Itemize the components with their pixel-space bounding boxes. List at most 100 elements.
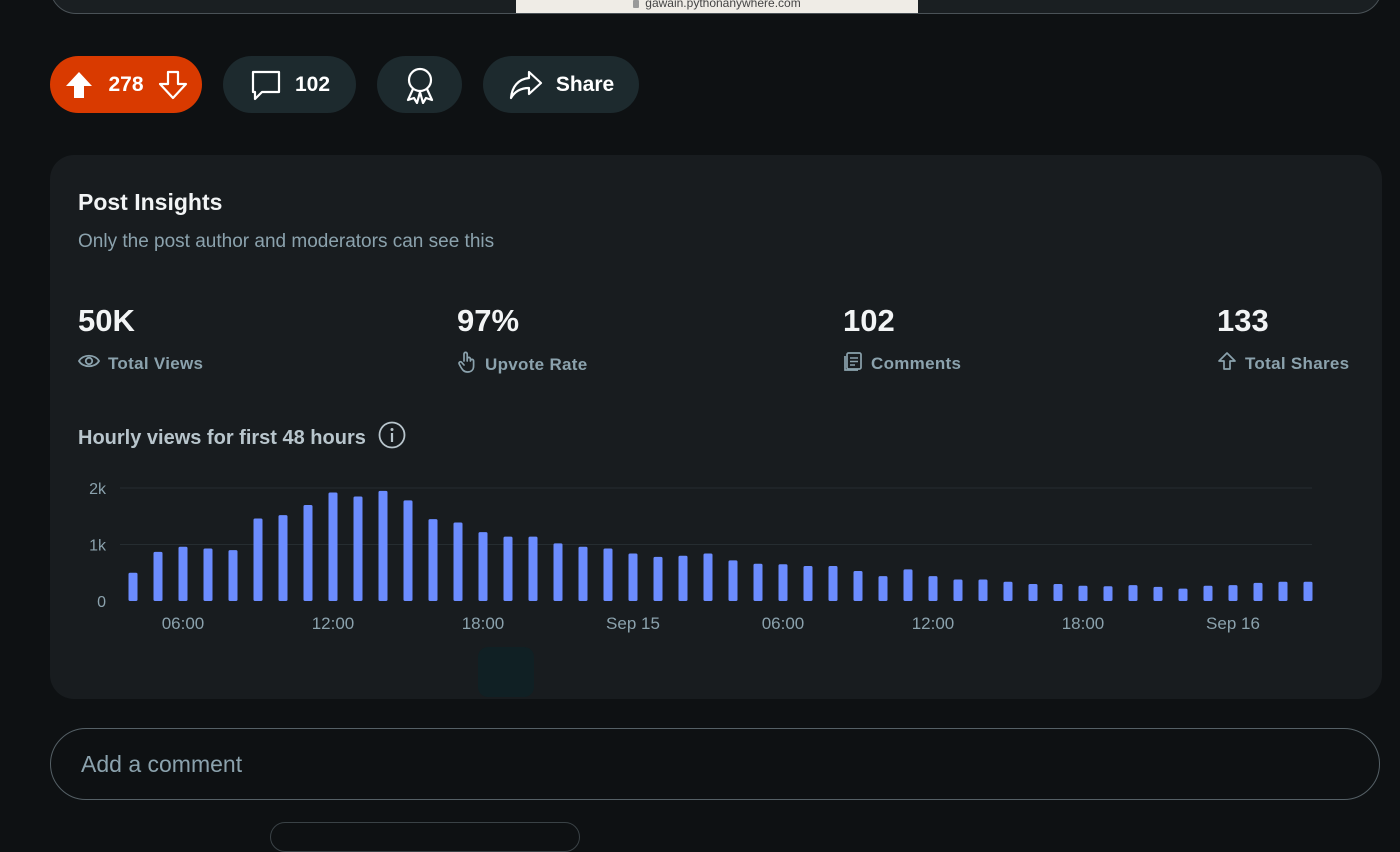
stat-value: 97% [457,303,520,338]
x-tick-label: 12:00 [312,614,355,633]
url-text: gawain.pythonanywhere.com [645,0,801,10]
media-frame: gawain.pythonanywhere.com [50,0,1382,14]
chart-bar[interactable] [353,496,363,601]
vote-pill: 278 [50,56,202,113]
eye-icon [77,351,108,376]
chart-bar[interactable] [678,555,688,601]
chart-bar[interactable] [128,572,138,601]
upvote-icon[interactable] [64,70,94,100]
y-tick-label: 1k [89,538,107,555]
stat-value: 102 [843,303,895,338]
stat-upvote-rate: 97% Upvote Rate [457,303,588,378]
chart-bar[interactable] [478,532,488,601]
chart-bar[interactable] [928,576,938,601]
sort-dropdown[interactable] [270,822,580,852]
stat-label: Comments [871,353,962,373]
comment-composer [50,728,1380,800]
chart-bar[interactable] [378,490,388,601]
chart-bar[interactable] [603,548,613,601]
chart-bar[interactable] [453,522,463,601]
chart-bar[interactable] [1153,586,1163,601]
x-tick-label: 06:00 [162,614,205,633]
chart-title: Hourly views for first 48 hours [78,426,366,449]
chart-bar[interactable] [903,569,913,601]
chart-bar[interactable] [503,536,513,601]
chart-bar[interactable] [1278,581,1288,601]
chart-bar[interactable] [828,565,838,601]
chart-bar[interactable] [1228,585,1238,601]
chart-bar[interactable] [653,556,663,601]
chart-bar[interactable] [1128,585,1138,601]
chart-bar[interactable] [328,492,338,601]
insights-subtitle: Only the post author and moderators can … [78,231,495,252]
chart-bar[interactable] [1253,582,1263,601]
y-tick-label: 0 [97,594,106,611]
x-tick-label: 06:00 [762,614,805,633]
chart-bar[interactable] [1003,581,1013,601]
award-icon [402,66,438,104]
comments-button[interactable]: 102 [223,56,356,113]
share-arrow-icon [508,69,544,101]
chart-bar[interactable] [1053,584,1063,601]
chart-bar[interactable] [728,560,738,601]
hourly-views-chart: 0 1k 2k 06:00 12:00 18:00 Sep 15 06:00 12:00 18:0… [89,481,1313,633]
insights-title: Post Insights [78,189,223,215]
comments-count: 102 [294,72,331,96]
document-icon [843,351,871,376]
chart-bar[interactable] [228,550,238,601]
y-tick-label: 2k [89,481,107,498]
chart-title-row: Hourly views for first 48 hours [78,421,406,455]
stat-value: 133 [1217,303,1269,338]
chart-bar[interactable] [278,515,288,601]
x-tick-label: Sep 16 [1206,614,1260,633]
chart-bar[interactable] [178,546,188,601]
lock-icon [633,0,640,8]
chart-bar[interactable] [1028,584,1038,601]
chart-bar[interactable] [578,546,588,601]
share-arrow-icon [1217,351,1245,376]
comment-input[interactable] [79,729,1343,800]
chart-bar[interactable] [703,553,713,601]
chart-bar[interactable] [428,519,438,601]
info-icon[interactable] [378,421,406,455]
chart-bar[interactable] [528,536,538,601]
chart-bar[interactable] [1078,585,1088,601]
chart-bar[interactable] [778,564,788,601]
x-tick-label: 18:00 [1062,614,1105,633]
stat-total-views: 50K Total Views [77,303,204,376]
post-insights-panel: Post Insights Only the post author and m… [50,155,1382,699]
stat-label: Upvote Rate [485,354,588,374]
share-label: Share [555,72,615,96]
stat-comments: 102 Comments [843,303,961,376]
x-tick-label: 12:00 [912,614,955,633]
stat-value: 50K [78,303,135,338]
chart-bar[interactable] [303,504,313,601]
chart-bar[interactable] [878,576,888,601]
scroll-handle[interactable] [478,647,534,697]
chart-bar[interactable] [1203,585,1213,601]
award-button[interactable] [377,56,462,113]
share-button[interactable]: Share [483,56,639,113]
chart-bar[interactable] [1303,581,1313,601]
chart-bar[interactable] [953,579,963,601]
comment-bubble-icon [249,68,283,102]
chart-bar[interactable] [753,563,763,601]
chart-bar[interactable] [403,500,413,601]
chart-bar[interactable] [978,579,988,601]
chart-bar[interactable] [1103,586,1113,601]
chart-bar[interactable] [628,553,638,601]
chart-bar[interactable] [1178,588,1188,601]
chart-bar[interactable] [203,548,213,601]
downvote-icon[interactable] [158,70,188,100]
stat-total-shares: 133 Total Shares [1217,303,1349,376]
chart-bar[interactable] [853,571,863,601]
vote-score: 278 [108,72,144,96]
stat-label: Total Shares [1245,353,1350,373]
chart-bar[interactable] [553,543,563,601]
chart-bar[interactable] [253,518,263,601]
url-strip: gawain.pythonanywhere.com [516,0,918,13]
chart-bar[interactable] [153,551,163,601]
chart-bar[interactable] [803,565,813,601]
stat-label: Total Views [108,353,204,373]
hand-pointer-icon [457,351,485,378]
